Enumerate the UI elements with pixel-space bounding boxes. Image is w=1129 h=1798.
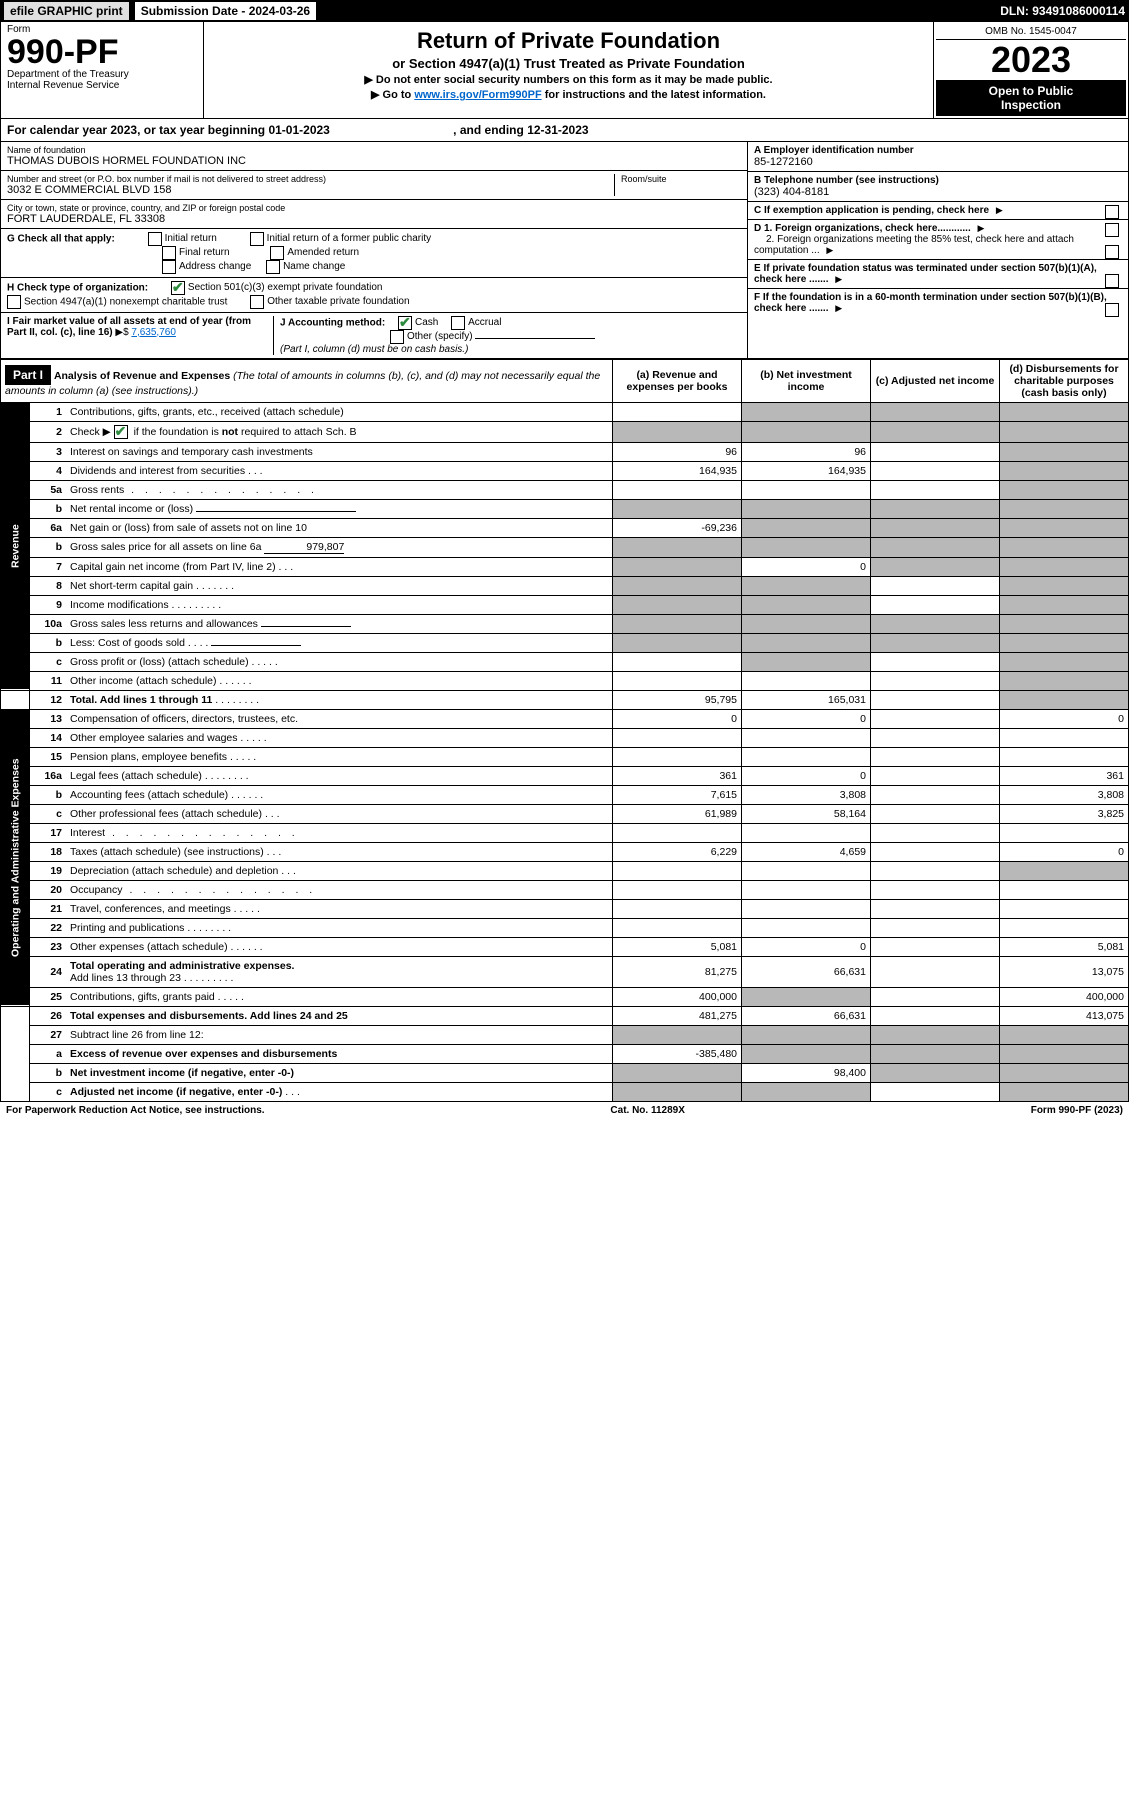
- foundation-name-cell: Name of foundation THOMAS DUBOIS HORMEL …: [1, 142, 747, 171]
- form-title: Return of Private Foundation: [208, 28, 929, 54]
- efile-button[interactable]: efile GRAPHIC print: [4, 2, 129, 20]
- tax-year-end: 12-31-2023: [527, 123, 588, 137]
- fmv-value[interactable]: 7,635,760: [131, 327, 176, 338]
- part1-label: Part I: [5, 365, 51, 385]
- footer: For Paperwork Reduction Act Notice, see …: [0, 1102, 1129, 1119]
- col-c-header: (c) Adjusted net income: [871, 359, 1000, 402]
- info-grid: Name of foundation THOMAS DUBOIS HORMEL …: [0, 142, 1129, 359]
- form-header: Form 990-PF Department of the Treasury I…: [0, 22, 1129, 119]
- dept-treasury: Department of the Treasury: [7, 69, 197, 80]
- col-d-header: (d) Disbursements for charitable purpose…: [1000, 359, 1129, 402]
- chk-other-method[interactable]: [390, 330, 404, 344]
- chk-final-return[interactable]: [162, 246, 176, 260]
- tax-year: 2023: [936, 40, 1126, 80]
- chk-501c3[interactable]: [171, 281, 185, 295]
- header-left: Form 990-PF Department of the Treasury I…: [1, 22, 204, 118]
- phone-value: (323) 404-8181: [754, 186, 829, 198]
- paperwork-notice: For Paperwork Reduction Act Notice, see …: [6, 1105, 265, 1116]
- note-ssn: ▶ Do not enter social security numbers o…: [208, 73, 929, 86]
- chk-accrual[interactable]: [451, 316, 465, 330]
- col-a-header: (a) Revenue and expenses per books: [613, 359, 742, 402]
- city-state-zip: FORT LAUDERDALE, FL 33308: [7, 213, 741, 225]
- dept-irs: Internal Revenue Service: [7, 80, 197, 91]
- street-address: 3032 E COMMERCIAL BLVD 158: [7, 184, 614, 196]
- tax-year-begin: 01-01-2023: [268, 123, 329, 137]
- header-right: OMB No. 1545-0047 2023 Open to PublicIns…: [933, 22, 1128, 118]
- header-center: Return of Private Foundation or Section …: [204, 22, 933, 118]
- chk-foreign-85[interactable]: [1105, 245, 1119, 259]
- part1-table: Part I Analysis of Revenue and Expenses …: [0, 359, 1129, 1102]
- chk-60-month[interactable]: [1105, 303, 1119, 317]
- form-number: 990-PF: [7, 35, 197, 69]
- chk-name-change[interactable]: [266, 260, 280, 274]
- chk-initial-former[interactable]: [250, 232, 264, 246]
- section-j: J Accounting method: Cash Accrual Other …: [274, 316, 741, 355]
- calendar-year-row: For calendar year 2023, or tax year begi…: [0, 119, 1129, 142]
- section-h: H Check type of organization: Section 50…: [1, 278, 747, 313]
- expenses-side-label: Operating and Administrative Expenses: [1, 709, 30, 1006]
- chk-other-taxable[interactable]: [250, 295, 264, 309]
- cat-number: Cat. No. 11289X: [610, 1105, 684, 1116]
- col-b-header: (b) Net investment income: [742, 359, 871, 402]
- open-public-badge: Open to PublicInspection: [936, 80, 1126, 116]
- form-subtitle: or Section 4947(a)(1) Trust Treated as P…: [208, 56, 929, 71]
- chk-sch-b[interactable]: [114, 425, 128, 439]
- chk-initial-return[interactable]: [148, 232, 162, 246]
- note-link: ▶ Go to www.irs.gov/Form990PF for instru…: [208, 88, 929, 101]
- chk-address-change[interactable]: [162, 260, 176, 274]
- chk-cash[interactable]: [398, 316, 412, 330]
- ein-value: 85-1272160: [754, 156, 813, 168]
- submission-date: Submission Date - 2024-03-26: [135, 2, 316, 20]
- chk-amended-return[interactable]: [270, 246, 284, 260]
- irs-link[interactable]: www.irs.gov/Form990PF: [414, 89, 541, 101]
- chk-foreign-org[interactable]: [1105, 223, 1119, 237]
- top-bar: efile GRAPHIC print Submission Date - 20…: [0, 0, 1129, 22]
- chk-exemption-pending[interactable]: [1105, 205, 1119, 219]
- dln-label: DLN: 93491086000114: [1000, 4, 1125, 18]
- chk-status-terminated[interactable]: [1105, 274, 1119, 288]
- omb-number: OMB No. 1545-0047: [936, 24, 1126, 40]
- foundation-name: THOMAS DUBOIS HORMEL FOUNDATION INC: [7, 155, 741, 167]
- form-ref: Form 990-PF (2023): [1031, 1105, 1123, 1116]
- section-g: G Check all that apply: Initial return I…: [1, 229, 747, 278]
- chk-4947[interactable]: [7, 295, 21, 309]
- revenue-side-label: Revenue: [1, 402, 30, 690]
- section-i: I Fair market value of all assets at end…: [7, 316, 274, 355]
- room-suite-label: Room/suite: [621, 174, 741, 184]
